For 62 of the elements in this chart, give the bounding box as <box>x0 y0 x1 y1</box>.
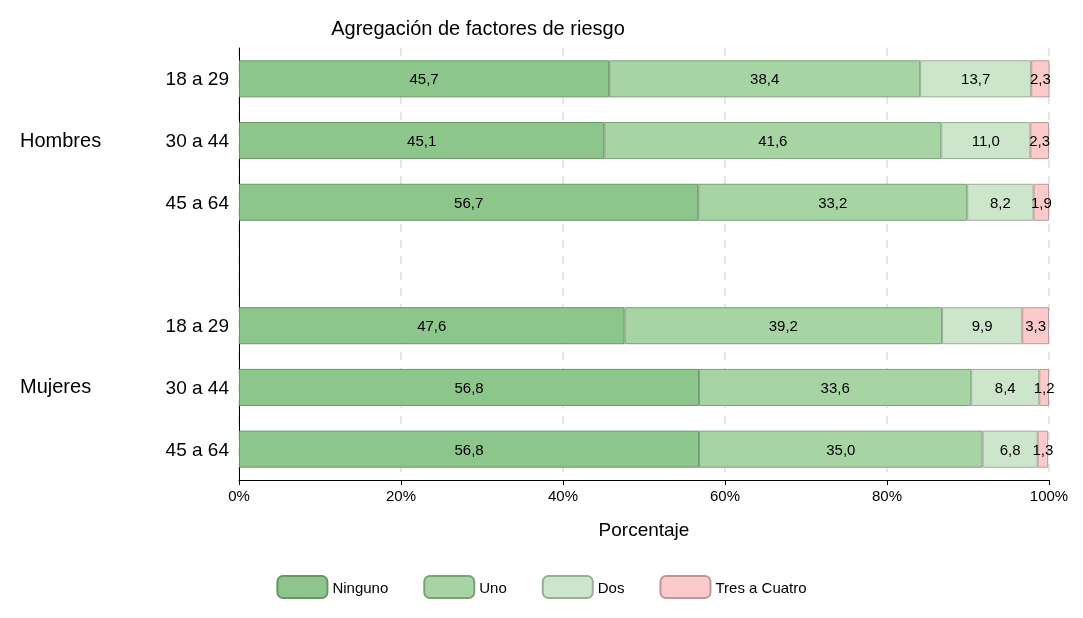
bar <box>239 368 700 406</box>
y-tick-label: 18 a 29 <box>165 315 229 337</box>
y-tick-label: 18 a 29 <box>165 68 229 90</box>
text: Mujeres <box>20 375 92 398</box>
bar <box>941 122 1031 160</box>
bar <box>699 368 972 406</box>
legend-label: Uno <box>479 578 507 596</box>
x-tick-label: 60% <box>709 487 741 504</box>
data-label: 33,6 <box>820 378 850 396</box>
y-tick-label: 45 a 64 <box>165 438 230 460</box>
y-tick-label: 30 a 44 <box>165 130 230 152</box>
data-label: 8,2 <box>989 193 1011 211</box>
data-label: 47,6 <box>417 317 447 335</box>
text: Hombres <box>20 128 102 151</box>
data-label: 56,8 <box>454 440 484 458</box>
bar <box>698 183 968 221</box>
data-label: 8,4 <box>994 378 1016 396</box>
data-label: 6,8 <box>999 440 1021 458</box>
data-label: 45,1 <box>407 132 437 150</box>
legend-label: Tres a Cuatro <box>715 578 807 596</box>
data-label: 33,2 <box>818 193 848 211</box>
x-tick-label: 40% <box>547 487 579 504</box>
x-tick-label: 100% <box>1029 487 1069 504</box>
data-label: 56,7 <box>454 193 484 211</box>
data-label: 38,4 <box>750 70 780 88</box>
data-label: 39,2 <box>768 317 798 335</box>
data-label: 2,3 <box>1029 70 1051 88</box>
bar <box>920 60 1032 98</box>
x-tick-label: 20% <box>385 487 417 504</box>
data-label: 1,9 <box>1030 193 1052 211</box>
data-label: 11,0 <box>971 132 1000 150</box>
data-label: 35,0 <box>826 440 856 458</box>
bar <box>239 60 610 98</box>
x-tick-label: 80% <box>871 487 903 504</box>
legend-label: Dos <box>597 578 625 596</box>
data-label: 56,8 <box>454 378 484 396</box>
bar <box>1031 60 1050 98</box>
data-label: 13,7 <box>961 70 991 88</box>
bar <box>624 307 943 345</box>
chart-title: Agregación de factores de riesgo <box>331 17 625 39</box>
x-tick-label: 0% <box>228 487 250 504</box>
bar <box>1033 183 1049 221</box>
bar <box>609 60 921 98</box>
data-label: 1,3 <box>1032 440 1054 458</box>
y-tick-label: 30 a 44 <box>165 376 230 398</box>
bar <box>239 307 625 345</box>
bar <box>604 122 942 160</box>
y-tick-label: 45 a 64 <box>165 191 230 213</box>
x-axis-title: Porcentaje <box>598 519 690 540</box>
bar <box>239 122 605 160</box>
data-label: 1,2 <box>1033 378 1055 396</box>
data-label: 45,7 <box>409 70 439 88</box>
data-label: 41,6 <box>758 132 788 150</box>
data-label: 9,9 <box>971 317 993 335</box>
bar <box>967 183 1034 221</box>
data-label: 2,3 <box>1029 132 1051 150</box>
legend-label: Ninguno <box>332 578 389 596</box>
bar <box>239 183 699 221</box>
bar <box>942 307 1023 345</box>
bar <box>699 430 983 468</box>
bar <box>239 430 700 468</box>
data-label: 3,3 <box>1025 317 1047 335</box>
